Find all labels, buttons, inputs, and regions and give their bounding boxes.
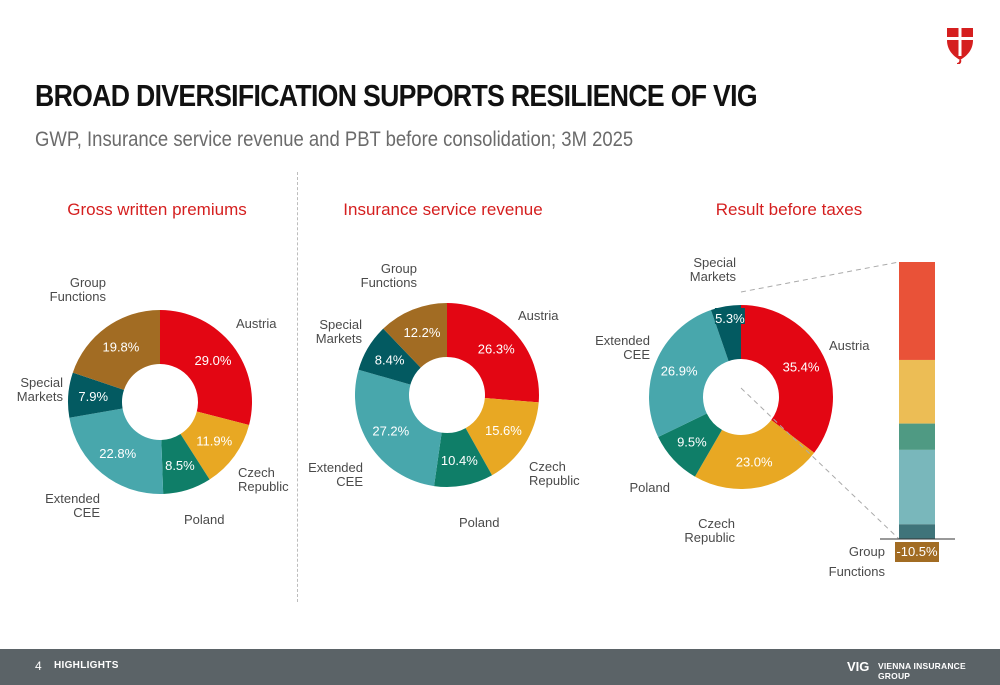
category-label-extended-cee: Extended: [308, 460, 363, 475]
charts-area: 29.0%Austria11.9%CzechRepublic8.5%Poland…: [17, 200, 955, 579]
slice-extended-cee: [355, 369, 442, 487]
category-label-special-markets: Markets: [17, 389, 64, 404]
slice-special-markets: [358, 328, 421, 385]
category-label-austria: Austria: [518, 308, 559, 323]
page-title: BROAD DIVERSIFICATION SUPPORTS RESILIENC…: [35, 78, 758, 113]
negative-value-label: -10.5%: [896, 544, 938, 559]
slice-poland: [161, 434, 210, 494]
category-label-poland: Poland: [630, 480, 670, 495]
category-label-extended-cee: CEE: [623, 347, 650, 362]
category-label-special-markets: Special: [319, 317, 362, 332]
slice-austria: [447, 303, 539, 403]
chart-title-gross-written-premiums: Gross written premiums: [67, 200, 246, 219]
category-label-czech-republic: Czech: [238, 465, 275, 480]
value-label-special-markets: 8.4%: [375, 352, 405, 367]
value-label-poland: 10.4%: [441, 453, 478, 468]
value-label-austria: 29.0%: [195, 353, 232, 368]
category-label-special-markets: Markets: [690, 269, 737, 284]
category-label-czech-republic: Republic: [238, 479, 289, 494]
category-label-special-markets: Special: [20, 375, 63, 390]
bar-segment-czech-republic: [899, 359, 935, 424]
bar-segment-austria: [899, 262, 935, 360]
slice-czech-republic: [694, 420, 815, 490]
slice-extended-cee: [649, 310, 729, 438]
value-label-extended-cee: 27.2%: [372, 423, 409, 438]
category-label-austria: Austria: [236, 316, 277, 331]
connector-line-bottom: [740, 387, 900, 540]
page-number: 4: [35, 659, 42, 673]
category-label-czech-republic: Republic: [529, 473, 580, 488]
value-label-extended-cee: 26.9%: [661, 363, 698, 378]
slice-group-functions: [72, 310, 160, 390]
category-label-czech-republic: Czech: [529, 459, 566, 474]
slice-poland: [658, 413, 722, 477]
value-label-bg: [714, 308, 745, 324]
category-label-poland: Poland: [459, 515, 499, 530]
category-label-group-functions: Functions: [361, 275, 418, 290]
vig-logo-icon: [947, 28, 973, 64]
value-label-poland: 8.5%: [165, 458, 195, 473]
page-subtitle: GWP, Insurance service revenue and PBT b…: [35, 128, 634, 151]
value-label-czech-republic: 15.6%: [485, 423, 522, 438]
category-label-poland: Poland: [184, 512, 224, 527]
value-label-group-functions: 12.2%: [404, 325, 441, 340]
bar-segment-special-markets: [899, 524, 935, 539]
category-label-extended-cee: Extended: [595, 333, 650, 348]
value-label-austria: 26.3%: [478, 342, 515, 357]
category-label-special-markets: Markets: [316, 331, 363, 346]
footer-brand: VIG: [847, 659, 870, 674]
chart-title-result-before-taxes: Result before taxes: [716, 200, 862, 219]
chart-divider: [297, 172, 298, 602]
category-label-group-functions: Functions: [50, 289, 107, 304]
slice-extended-cee: [69, 408, 164, 494]
value-label-special-markets: 7.9%: [78, 389, 108, 404]
slice-group-functions: [383, 303, 447, 368]
connector-line-top: [740, 261, 900, 293]
slice-czech-republic: [465, 398, 539, 476]
category-label-extended-cee: CEE: [73, 505, 100, 520]
footer-bar: 4 HIGHLIGHTS VIG VIENNA INSURANCE GROUP: [0, 649, 1000, 685]
chart-title-insurance-service-revenue: Insurance service revenue: [343, 200, 542, 219]
breakout-bar: -10.5% Group Functions: [740, 261, 955, 579]
category-label-special-markets: Special: [693, 255, 736, 270]
value-label-czech-republic: 23.0%: [736, 455, 773, 470]
value-label-czech-republic: 11.9%: [196, 433, 232, 448]
category-label-group-functions: Group: [849, 544, 885, 559]
category-label-extended-cee: Extended: [45, 491, 100, 506]
category-label-austria: Austria: [829, 338, 870, 353]
category-label-czech-republic: Republic: [684, 530, 735, 545]
category-label-czech-republic: Czech: [698, 516, 735, 531]
category-label-extended-cee: CEE: [336, 474, 363, 489]
bar-segment-extended-cee: [899, 449, 935, 525]
category-label-group-functions: Group: [381, 261, 417, 276]
negative-value-bg: [895, 542, 939, 562]
footer-brand-name: VIENNA INSURANCE GROUP: [878, 661, 966, 681]
value-label-special-markets: 5.3%: [715, 311, 745, 326]
category-label-group-functions: Group: [70, 275, 106, 290]
value-label-austria: 35.4%: [783, 359, 820, 374]
value-label-extended-cee: 22.8%: [99, 446, 136, 461]
slice-special-markets: [68, 372, 124, 418]
category-label-group-functions: Functions: [829, 564, 886, 579]
value-label-group-functions: 19.8%: [102, 340, 139, 355]
value-label-poland: 9.5%: [677, 435, 707, 450]
slice-czech-republic: [180, 411, 250, 480]
bar-segment-poland: [899, 423, 935, 450]
section-label: HIGHLIGHTS: [54, 660, 119, 671]
slice-poland: [434, 428, 493, 487]
slice-austria: [741, 305, 833, 453]
slice-austria: [160, 310, 252, 426]
